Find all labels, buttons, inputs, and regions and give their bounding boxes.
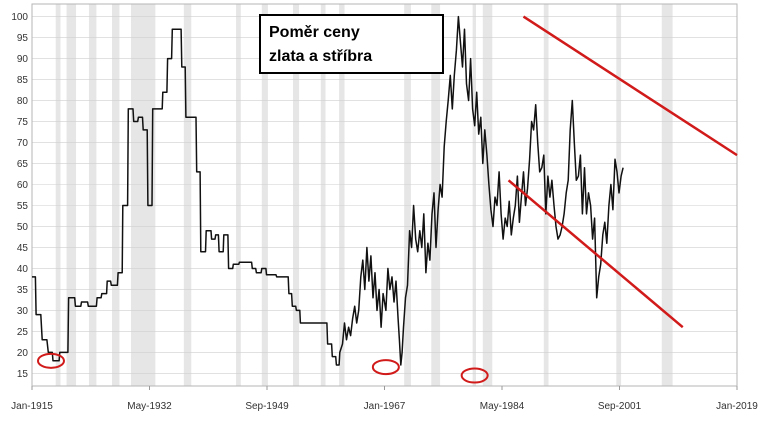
recession-band (404, 4, 411, 386)
y-tick-label: 75 (17, 117, 29, 128)
y-tick-label: 60 (17, 180, 29, 191)
y-tick-label: 55 (17, 201, 29, 212)
annotation-circle (371, 359, 400, 376)
y-tick-label: 15 (17, 369, 29, 380)
recession-band (482, 4, 493, 386)
series-line (32, 15, 624, 366)
y-axis-ticks: 15 20 25 30 35 40 45 50 55 60 65 70 75 80 85 90 95 100 (11, 12, 28, 380)
recession-band (66, 4, 77, 386)
series-layer (32, 15, 624, 366)
y-tick-label: 85 (17, 75, 29, 86)
y-tick-label: 35 (17, 285, 29, 296)
chart-title-line-1: Poměr ceny (269, 24, 360, 41)
recession-bands (55, 4, 673, 386)
y-tick-label: 65 (17, 159, 29, 170)
x-tick-label: May-1984 (480, 401, 525, 412)
gridlines (32, 16, 737, 374)
recession-band (261, 4, 268, 386)
recession-band (88, 4, 97, 386)
y-tick-label: 80 (17, 96, 29, 107)
y-tick-label: 70 (17, 138, 29, 149)
recession-band (320, 4, 326, 386)
recession-band (183, 4, 192, 386)
x-tick-label: May-1932 (127, 401, 172, 412)
y-tick-label: 95 (17, 33, 29, 44)
x-tick-label: Jan-1967 (364, 401, 406, 412)
lower-trend-line (507, 179, 684, 329)
recession-band (431, 4, 441, 386)
chart-title-line-2: zlata a stříbra (269, 48, 373, 65)
y-tick-label: 100 (11, 12, 28, 23)
x-tick-label: Jan-2019 (716, 401, 758, 412)
y-tick-label: 30 (17, 306, 29, 317)
x-tick-label: Sep-2001 (598, 401, 642, 412)
recession-band (661, 4, 673, 386)
x-tick-label: Jan-1915 (11, 401, 53, 412)
recession-band (236, 4, 241, 386)
recession-band (55, 4, 61, 386)
annotations (36, 15, 738, 384)
y-tick-label: 90 (17, 54, 29, 65)
upper-trend-line (522, 15, 738, 157)
recession-band (339, 4, 345, 386)
chart-title-box: Poměr ceny zlata a stříbra (259, 14, 444, 74)
y-tick-label: 50 (17, 222, 29, 233)
y-tick-label: 45 (17, 243, 29, 254)
x-tick-label: Sep-1949 (245, 401, 289, 412)
annotation-circle (460, 367, 489, 384)
x-axis-ticks: Jan-1915 May-1932 Sep-1949 Jan-1967 May-1984… (11, 386, 758, 412)
y-tick-label: 25 (17, 327, 29, 338)
annotation-circle (36, 352, 65, 369)
recession-band (616, 4, 622, 386)
y-tick-label: 20 (17, 348, 29, 359)
recession-band (292, 4, 300, 386)
y-tick-label: 40 (17, 264, 29, 275)
recession-band (130, 4, 156, 386)
recession-band (472, 4, 477, 386)
recession-band (111, 4, 120, 386)
